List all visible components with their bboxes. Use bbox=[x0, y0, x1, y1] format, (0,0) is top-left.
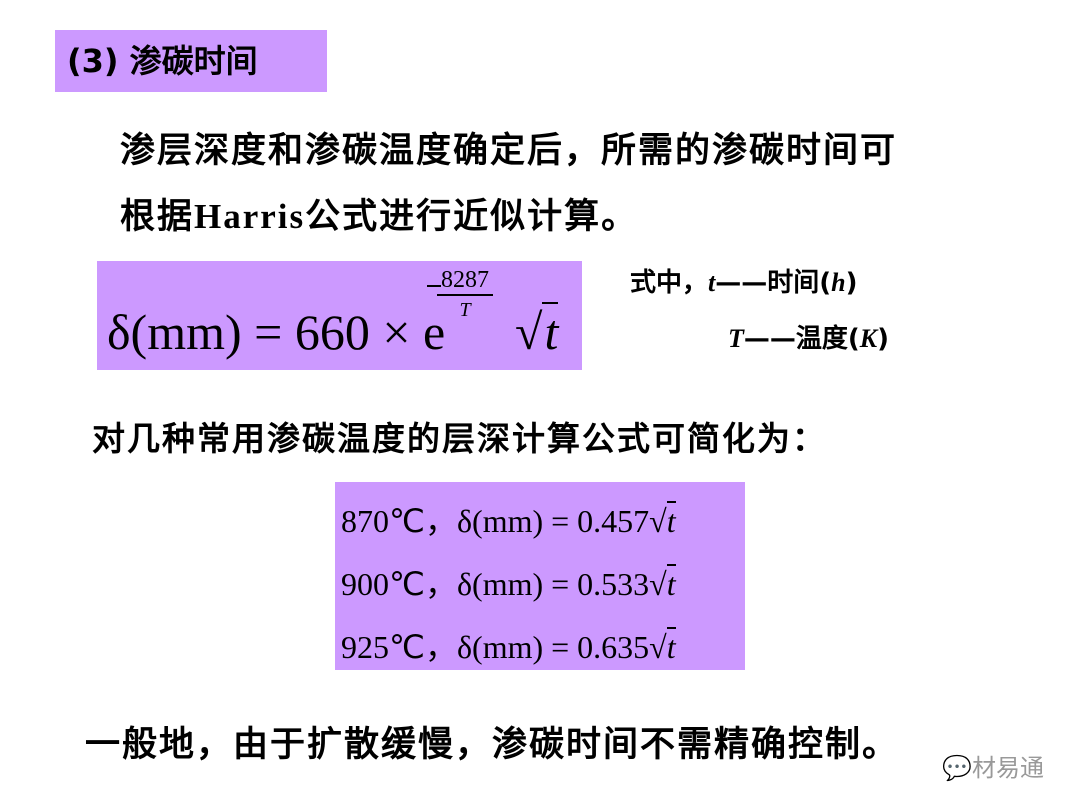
legend-text: ——时间( bbox=[715, 268, 832, 298]
sqrt-var: t bbox=[666, 627, 676, 665]
temperature: 870℃， bbox=[341, 503, 457, 539]
watermark: 💬材易通 bbox=[942, 748, 1044, 783]
intro-text: 根据 bbox=[120, 197, 195, 237]
legend-close: ) bbox=[877, 324, 890, 354]
sqrt-var: t bbox=[666, 501, 676, 539]
simplify-text: 对几种常用渗碳温度的层深计算公式可简化为： bbox=[92, 419, 827, 458]
sqrt-icon: √ bbox=[515, 304, 543, 360]
legend-text: ——温度( bbox=[743, 324, 860, 354]
simplified-formulas-box: 870℃，δ(mm) = 0.457√t 900℃，δ(mm) = 0.533√… bbox=[335, 482, 745, 670]
section-title: (3) 渗碳时间 bbox=[55, 30, 327, 92]
expression: δ(mm) = 0.635 bbox=[456, 629, 650, 665]
expression: δ(mm) = 0.533 bbox=[456, 566, 650, 602]
simplified-formula: 870℃，δ(mm) = 0.457√t bbox=[341, 501, 676, 539]
legend-time: 式中，t——时间(h) bbox=[630, 262, 858, 299]
exponent-numerator: 8287 bbox=[437, 267, 493, 296]
conclusion: 一般地，由于扩散缓慢，渗碳时间不需精确控制。 bbox=[85, 725, 900, 765]
legend-close: ) bbox=[845, 268, 858, 298]
wechat-icon: 💬 bbox=[942, 754, 972, 782]
exponent-denominator: T bbox=[459, 299, 471, 321]
intro-text: 公式进行近似计算。 bbox=[305, 197, 639, 237]
temperature: 925℃， bbox=[341, 629, 457, 665]
var-T: T bbox=[728, 324, 744, 353]
intro-line-1: 渗层深度和渗碳温度确定后，所需的渗碳时间可 bbox=[120, 131, 898, 171]
temperature: 900℃， bbox=[341, 566, 457, 602]
exponent: 8287 T bbox=[430, 267, 500, 323]
sqrt-var: t bbox=[666, 564, 676, 602]
formula-lhs: δ(mm) = 660 × e bbox=[107, 304, 446, 360]
intro-line-2: 根据Harris公式进行近似计算。 bbox=[120, 188, 638, 239]
legend-prefix: 式中， bbox=[630, 268, 709, 298]
sqrt-var: t bbox=[542, 302, 559, 360]
var-t: t bbox=[708, 268, 716, 297]
watermark-text: 材易通 bbox=[972, 754, 1044, 782]
exponent-minus bbox=[427, 285, 441, 287]
simplified-formula: 900℃，δ(mm) = 0.533√t bbox=[341, 564, 676, 602]
harris-name: Harris bbox=[194, 197, 306, 236]
expression: δ(mm) = 0.457 bbox=[456, 503, 650, 539]
legend-temp: T——温度(K) bbox=[728, 318, 889, 355]
harris-formula-box: δ(mm) = 660 × e 8287 T √t bbox=[97, 261, 582, 370]
unit-K: K bbox=[859, 324, 878, 353]
sqrt-term: √t bbox=[515, 302, 559, 361]
simplified-formula: 925℃，δ(mm) = 0.635√t bbox=[341, 627, 676, 665]
unit-h: h bbox=[831, 268, 846, 297]
